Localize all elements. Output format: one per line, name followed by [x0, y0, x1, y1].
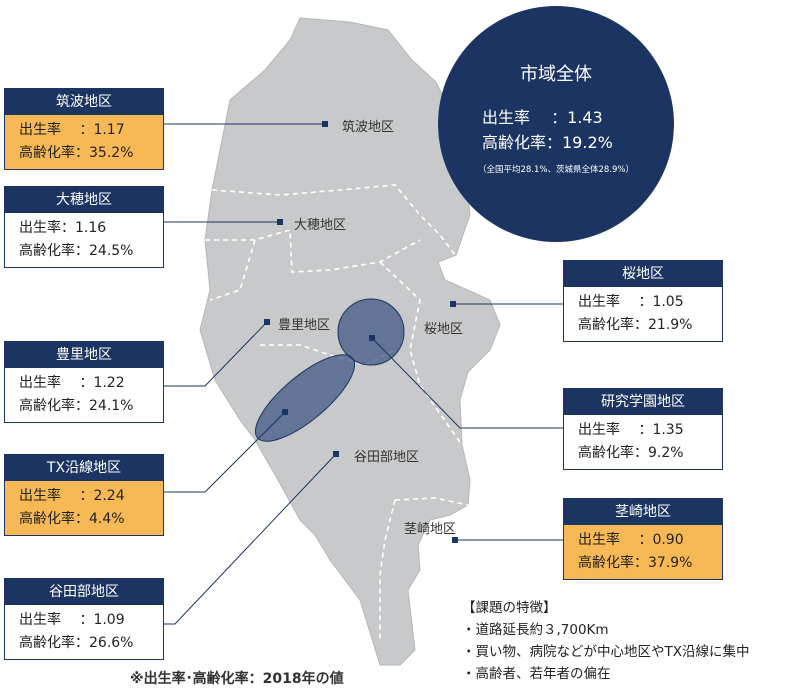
aging-rate: 高齢化率：4.4% — [19, 511, 125, 527]
birth-rate: 出生率 ：1.09 — [19, 612, 125, 628]
card-title: 大穂地区 — [5, 187, 163, 213]
card-title: 茎崎地区 — [564, 499, 722, 525]
aging-rate: 高齢化率：37.9% — [578, 555, 693, 571]
card-oho: 大穂地区 出生率：1.16 高齢化率：24.5% — [4, 186, 164, 268]
map-label-yatabe: 谷田部地区 — [354, 450, 420, 465]
aging-rate: 高齢化率：9.2% — [578, 445, 684, 461]
birth-rate: 出生率 ：1.35 — [578, 422, 684, 438]
city-title: 市域全体 — [520, 64, 592, 85]
map-label-oho: 大穂地区 — [294, 218, 347, 233]
tx-corridor-overlay — [254, 354, 356, 442]
aging-rate: 高齢化率：35.2% — [19, 145, 134, 161]
card-tsukuba: 筑波地区 出生率 ：1.17 高齢化率：35.2% — [4, 88, 164, 170]
map-label-tsukuba: 筑波地区 — [342, 120, 395, 135]
aging-rate: 高齢化率：26.6% — [19, 635, 134, 651]
city-birth-rate: 出生率 ：1.43 — [482, 108, 603, 127]
card-title: TX沿線地区 — [5, 455, 163, 481]
map-label-kukizaki: 茎崎地区 — [404, 522, 457, 537]
feature-item: ・買い物、病院などが中心地区やTX沿線に集中 — [462, 644, 750, 660]
district-markers — [264, 121, 458, 543]
issue-features: 【課題の特徴】 ・道路延長約３,700Km ・買い物、病院などが中心地区やTX沿… — [462, 597, 750, 685]
card-title: 桜地区 — [564, 261, 722, 287]
birth-rate: 出生率 ：0.90 — [578, 532, 684, 548]
card-kukizaki: 茎崎地区 出生率 ：0.90 高齢化率：37.9% — [563, 498, 723, 580]
map-label-toyosato: 豊里地区 — [278, 318, 331, 333]
leader-lines — [164, 123, 563, 625]
map-label-sakura: 桜地区 — [424, 322, 464, 337]
birth-rate: 出生率 ：1.05 — [578, 294, 684, 310]
aging-rate: 高齢化率：24.5% — [19, 243, 134, 259]
birth-rate: 出生率：1.16 — [19, 220, 107, 236]
card-title: 研究学園地区 — [564, 389, 722, 415]
birth-rate: 出生率 ：1.22 — [19, 375, 125, 391]
city-note: （全国平均28.1%、茨城県全体28.9%） — [477, 165, 634, 175]
card-sakura: 桜地区 出生率 ：1.05 高齢化率：21.9% — [563, 260, 723, 342]
card-title: 筑波地区 — [5, 89, 163, 115]
center-area-overlay — [337, 298, 405, 366]
card-title: 谷田部地区 — [5, 579, 163, 605]
card-yatabe: 谷田部地区 出生率 ：1.09 高齢化率：26.6% — [4, 578, 164, 660]
city-aging-rate: 高齢化率：19.2% — [482, 133, 613, 152]
city-summary-circle: 市域全体 出生率 ：1.43 高齢化率：19.2% （全国平均28.1%、茨城県… — [438, 6, 674, 242]
card-tx: TX沿線地区 出生率 ：2.24 高齢化率：4.4% — [4, 454, 164, 536]
card-toyosato: 豊里地区 出生率 ：1.22 高齢化率：24.1% — [4, 341, 164, 423]
footnote: ※出生率･高齢化率：2018年の値 — [130, 671, 344, 687]
birth-rate: 出生率 ：2.24 — [19, 488, 125, 504]
feature-item: ・高齢者、若年者の偏在 — [462, 666, 611, 682]
card-kenkyu-gakuen: 研究学園地区 出生率 ：1.35 高齢化率：9.2% — [563, 388, 723, 470]
features-title: 【課題の特徴】 — [462, 600, 557, 616]
birth-rate: 出生率 ：1.17 — [19, 122, 125, 138]
feature-item: ・道路延長約３,700Km — [462, 622, 609, 638]
aging-rate: 高齢化率：24.1% — [19, 398, 134, 414]
aging-rate: 高齢化率：21.9% — [578, 317, 693, 333]
card-title: 豊里地区 — [5, 342, 163, 368]
